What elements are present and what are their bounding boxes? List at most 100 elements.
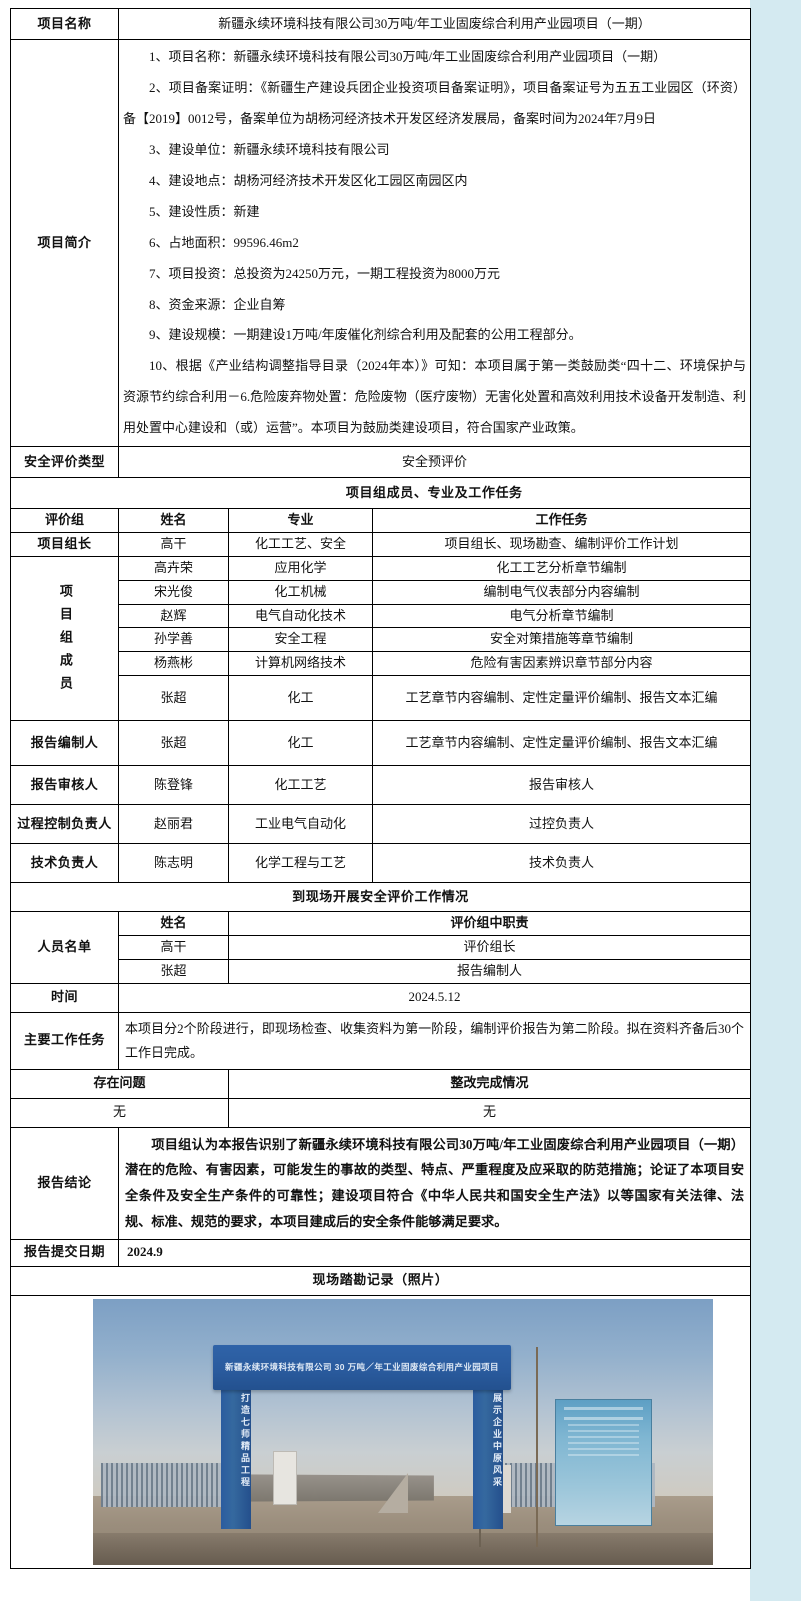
conclusion-label: 报告结论 xyxy=(10,1126,119,1240)
photo-fence-left xyxy=(101,1462,221,1507)
table-row: 技术负责人 陈志明 化学工程与工艺 技术负责人 xyxy=(10,843,752,884)
photo-ground-shadow xyxy=(93,1532,713,1565)
team-row-major: 应用化学 xyxy=(228,555,373,581)
intro-item: 10、根据《产业结构调整指导目录（2024年本）》可知：本项目属于第一类鼓励类“… xyxy=(123,358,747,436)
right-decorative-band xyxy=(750,0,801,1601)
personnel-row-duty: 报告编制人 xyxy=(227,958,752,984)
tail-row-major: 工业电气自动化 xyxy=(228,804,373,845)
intro-item: 3、建设单位：新疆永续环境科技有限公司 xyxy=(149,141,390,157)
safety-type-value: 安全预评价 xyxy=(117,446,752,479)
table-row-photo: 打造七师精品工程 展示企业中原风采 新疆永续环境科技有限公司 30 万吨／年工业… xyxy=(9,1294,752,1569)
team-banner-spacer xyxy=(10,477,119,510)
team-row-major: 化工机械 xyxy=(228,579,373,605)
gate-pillar-right-text: 展示企业中原风采 xyxy=(492,1392,502,1489)
table-row-team-banner: 项目组成员、专业及工作任务 xyxy=(10,477,752,510)
personnel-header-name: 姓名 xyxy=(118,911,229,936)
photo-billboard xyxy=(555,1398,652,1526)
gate-pillar-left: 打造七师精品工程 xyxy=(221,1386,251,1529)
tail-row-name: 陈登锋 xyxy=(118,765,229,806)
project-intro-label: 项目简介 xyxy=(10,38,119,448)
table-row: 项目组成员 高卉荣 应用化学 化工工艺分析章节编制 xyxy=(10,555,752,722)
tail-row-task: 工艺章节内容编制、定性定量评价编制、报告文本汇编 xyxy=(371,720,752,767)
team-row-task: 编制电气仪表部分内容编制 xyxy=(371,579,752,605)
photo-white-box xyxy=(273,1450,297,1505)
photo-tree-large xyxy=(536,1346,538,1547)
team-row-task: 项目组长、现场勘查、编制评价工作计划 xyxy=(371,532,752,557)
document-body: 项目名称 新疆永续环境科技有限公司30万吨/年工业固废综合利用产业园项目（一期）… xyxy=(9,8,752,1569)
billboard-line xyxy=(564,1406,643,1410)
team-header-major: 专业 xyxy=(228,508,373,534)
table-row-photo-banner: 现场踏勘记录（照片） xyxy=(9,1265,752,1296)
billboard-line xyxy=(568,1423,639,1426)
project-name-label: 项目名称 xyxy=(10,8,119,40)
tail-row-name: 陈志明 xyxy=(118,843,229,884)
tail-row-task: 报告审核人 xyxy=(371,765,752,806)
project-intro-content: 1、项目名称：新疆永续环境科技有限公司30万吨/年工业固废综合利用产业园项目（一… xyxy=(117,38,752,448)
table-row-site-banner: 到现场开展安全评价工作情况 xyxy=(9,882,752,913)
gate-pillar-left-text: 打造七师精品工程 xyxy=(240,1392,250,1489)
tail-row-major: 化工 xyxy=(228,720,373,767)
photo-ramp xyxy=(378,1472,408,1513)
table-row-team-headers: 评价组 姓名 专业 工作任务 xyxy=(10,508,752,534)
project-name-value: 新疆永续环境科技有限公司30万吨/年工业固废综合利用产业园项目（一期） xyxy=(117,8,752,40)
tail-row-name: 张超 xyxy=(118,720,229,767)
table-row: 高干 评价组长 xyxy=(11,934,752,960)
time-value: 2024.5.12 xyxy=(117,982,752,1013)
personnel-row-name: 张超 xyxy=(118,958,229,984)
table-row: 张超 报告编制人 xyxy=(11,958,752,984)
personnel-header-duty: 评价组中职责 xyxy=(227,911,752,936)
team-banner: 项目组成员、专业及工作任务 xyxy=(118,477,752,510)
tail-row-major: 化工工艺 xyxy=(228,765,373,806)
tail-row-major: 化学工程与工艺 xyxy=(228,843,373,884)
tail-row-group: 报告审核人 xyxy=(10,765,119,806)
billboard-line xyxy=(568,1441,639,1444)
team-row-name: 张超 xyxy=(118,675,229,722)
gate-pillar-right: 展示企业中原风采 xyxy=(473,1386,503,1529)
table-row-project-intro: 项目简介 1、项目名称：新疆永续环境科技有限公司30万吨/年工业固废综合利用产业… xyxy=(10,38,752,448)
billboard-line xyxy=(568,1429,639,1432)
team-row-task: 危险有害因素辨识章节部分内容 xyxy=(371,651,752,677)
intro-item: 1、项目名称：新疆永续环境科技有限公司30万吨/年工业固废综合利用产业园项目（一… xyxy=(149,49,667,64)
team-row-task: 安全对策措施等章节编制 xyxy=(371,627,752,653)
table-row-main-task: 主要工作任务 本项目分2个阶段进行，即现场检查、收集资料为第一阶段，编制评价报告… xyxy=(10,1011,752,1070)
table-row: 赵辉 电气自动化技术 电气分析章节编制 xyxy=(11,603,752,629)
team-row-group: 项目组长 xyxy=(10,532,119,557)
site-photo: 打造七师精品工程 展示企业中原风采 新疆永续环境科技有限公司 30 万吨／年工业… xyxy=(93,1298,713,1565)
tail-row-group: 技术负责人 xyxy=(10,843,119,884)
team-row-major: 化工工艺、安全 xyxy=(228,532,373,557)
table-row: 孙学善 安全工程 安全对策措施等章节编制 xyxy=(11,627,752,653)
intro-item: 2、项目备案证明：《新疆生产建设兵团企业投资项目备案证明》，项目备案证号为五五工… xyxy=(123,79,747,126)
tail-row-group: 过程控制负责人 xyxy=(10,804,119,845)
table-row-issues-values: 无 无 xyxy=(10,1097,752,1128)
table-row: 过程控制负责人 赵丽君 工业电气自动化 过控负责人 xyxy=(10,804,752,845)
intro-item: 7、项目投资：总投资为24250万元，一期工程投资为8000万元 xyxy=(149,265,501,281)
table-row: 张超 化工 工艺章节内容编制、定性定量评价编制、报告文本汇编 xyxy=(11,675,752,722)
tail-row-group: 报告编制人 xyxy=(10,720,119,767)
submit-date-value: 2024.9 xyxy=(117,1238,752,1267)
table-row-project-name: 项目名称 新疆永续环境科技有限公司30万吨/年工业固废综合利用产业园项目（一期） xyxy=(10,8,752,40)
intro-item: 5、建设性质：新建 xyxy=(149,203,260,219)
table-row-conclusion: 报告结论 项目组认为本报告识别了新疆永续环境科技有限公司30万吨/年工业固废综合… xyxy=(10,1126,752,1240)
gate-sign-text: 新疆永续环境科技有限公司 30 万吨／年工业固废综合利用产业园项目 xyxy=(225,1361,499,1372)
tail-row-task: 技术负责人 xyxy=(371,843,752,884)
team-row-task: 化工工艺分析章节编制 xyxy=(371,555,752,581)
table-row-safety-type: 安全评价类型 安全预评价 xyxy=(10,446,752,479)
gate-sign-header: 新疆永续环境科技有限公司 30 万吨／年工业固废综合利用产业园项目 xyxy=(213,1344,511,1390)
team-row-name: 杨燕彬 xyxy=(118,651,229,677)
main-task-value: 本项目分2个阶段进行，即现场检查、收集资料为第一阶段，编制评价报告为第二阶段。拟… xyxy=(117,1011,752,1070)
tail-row-task: 过控负责人 xyxy=(371,804,752,845)
team-row-task: 电气分析章节编制 xyxy=(371,603,752,629)
table-row-personnel-headers: 人员名单 姓名 评价组中职责 xyxy=(10,911,752,984)
table-row-issues-headers: 存在问题 整改完成情况 xyxy=(10,1068,752,1099)
team-row-major: 化工 xyxy=(228,675,373,722)
site-photo-cell: 打造七师精品工程 展示企业中原风采 新疆永续环境科技有限公司 30 万吨／年工业… xyxy=(9,1294,752,1569)
team-row-major: 计算机网络技术 xyxy=(228,651,373,677)
team-row-major: 安全工程 xyxy=(228,627,373,653)
time-label: 时间 xyxy=(10,982,119,1013)
table-row: 宋光俊 化工机械 编制电气仪表部分内容编制 xyxy=(11,579,752,605)
team-row-name: 高干 xyxy=(118,532,229,557)
issues-value-rectification: 无 xyxy=(227,1097,752,1128)
team-row-major: 电气自动化技术 xyxy=(228,603,373,629)
billboard-line xyxy=(568,1447,639,1450)
photo-banner: 现场踏勘记录（照片） xyxy=(9,1265,752,1296)
